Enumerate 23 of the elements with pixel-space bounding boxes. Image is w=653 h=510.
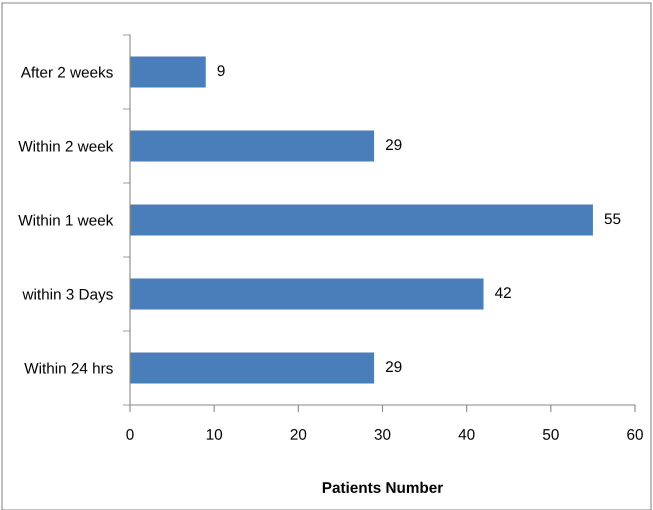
x-tick-label: 0 <box>126 429 134 440</box>
y-tick-label: Within 2 week <box>18 140 114 152</box>
data-label: 29 <box>386 139 402 150</box>
x-tick-label: 10 <box>206 429 222 440</box>
y-tick-label: Within 24 hrs <box>24 362 113 374</box>
bar <box>130 352 374 384</box>
data-label: 9 <box>218 65 225 76</box>
y-tick-label: After 2 weeks <box>20 66 113 78</box>
data-label: 29 <box>386 361 402 372</box>
bar <box>130 278 484 310</box>
x-tick-label: 50 <box>542 429 559 440</box>
x-tick-label: 20 <box>290 429 306 440</box>
bar <box>130 56 206 88</box>
bar <box>130 130 374 162</box>
x-axis-title: Patients Number <box>322 482 443 493</box>
y-tick-label: within 3 Days <box>22 288 113 303</box>
x-tick-label: 30 <box>374 429 390 440</box>
data-label: 42 <box>494 287 511 298</box>
x-tick-label: 40 <box>458 429 475 440</box>
y-tick-label: Within 1 week <box>18 214 114 226</box>
bar <box>130 204 593 236</box>
x-tick-label: 60 <box>627 429 643 440</box>
data-label: 55 <box>604 213 620 224</box>
